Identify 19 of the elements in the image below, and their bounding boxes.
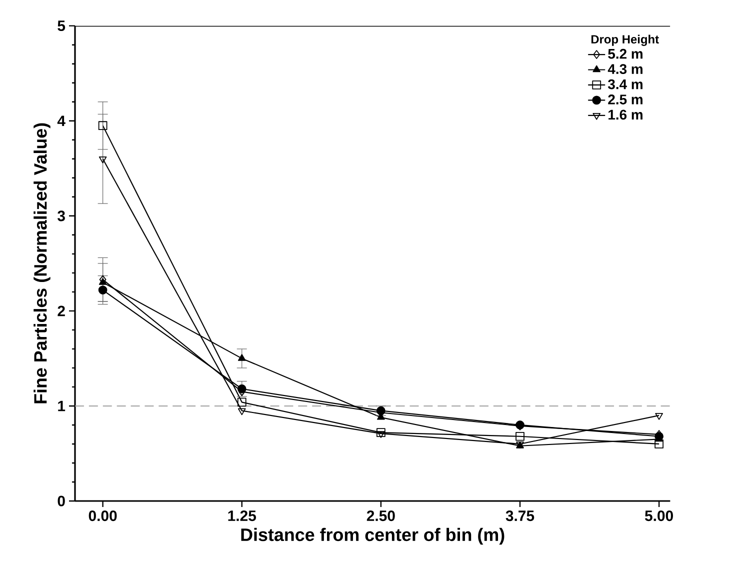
- y-tick-label: 0: [58, 496, 65, 506]
- y-tick-label: 2: [58, 306, 65, 316]
- y-axis-title: Fine Particles (Normalized Value): [34, 123, 50, 404]
- y-tick-label: 4: [57, 116, 66, 126]
- x-tick-label: 3.75: [506, 510, 534, 522]
- legend-title: Drop Height: [591, 34, 659, 46]
- y-tick-label: 5: [58, 20, 66, 32]
- x-tick-label: 2.50: [366, 510, 395, 522]
- x-tick-label: 0.00: [88, 510, 117, 522]
- legend-label: 4.3 m: [608, 64, 642, 74]
- y-tick-label: 3: [58, 210, 65, 222]
- y-tick-label: 1: [58, 400, 66, 412]
- legend-label: 3.4 m: [608, 79, 642, 90]
- x-axis-title: Distance from center of bin (m): [241, 528, 504, 545]
- x-tick-label: 5.00: [644, 510, 673, 522]
- legend-label: 5.2 m: [608, 48, 642, 59]
- x-tick-label: 1.25: [228, 510, 256, 522]
- legend-label: 2.5 m: [608, 94, 642, 104]
- legend-label: 1.6 m: [608, 110, 642, 120]
